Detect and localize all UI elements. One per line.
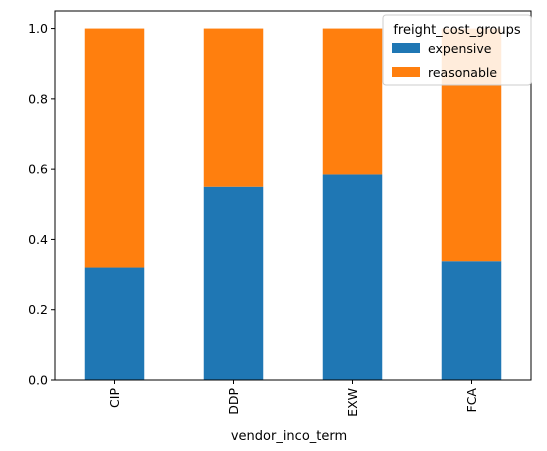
legend-label-reasonable: reasonable	[428, 65, 497, 80]
x-tick-label-DDP: DDP	[226, 388, 241, 415]
legend-swatch-reasonable	[392, 67, 420, 77]
bar-reasonable-EXW	[322, 28, 383, 175]
legend-entries: expensive reasonable	[392, 41, 497, 80]
bar-expensive-FCA	[441, 261, 502, 380]
legend: freight_cost_groups expensive reasonable	[382, 14, 532, 86]
x-axis-label: vendor_inco_term	[231, 429, 347, 444]
legend-title: freight_cost_groups	[393, 23, 521, 38]
y-tick-label: 0.8	[28, 91, 48, 106]
bars-group	[84, 28, 502, 380]
axes-group: 0.0 0.2 0.4 0.6 0.8 1.0 CIP DDP EXW FCA	[28, 10, 532, 417]
y-tick-label: 1.0	[28, 21, 48, 36]
x-tick-label-FCA: FCA	[464, 388, 479, 413]
x-tick-label-EXW: EXW	[345, 388, 360, 417]
bar-expensive-DDP	[203, 186, 264, 380]
bar-reasonable-DDP	[203, 28, 264, 187]
legend-swatch-expensive	[392, 43, 420, 53]
y-tick-label: 0.6	[28, 162, 48, 177]
axes-frame	[54, 10, 532, 381]
bar-reasonable-CIP	[84, 28, 145, 268]
bar-expensive-CIP	[84, 267, 145, 380]
bar-expensive-EXW	[322, 174, 383, 380]
y-tick-label: 0.4	[28, 232, 48, 247]
legend-label-expensive: expensive	[428, 41, 492, 56]
y-tick-label: 0.2	[28, 302, 48, 317]
x-tick-label-CIP: CIP	[107, 388, 122, 408]
y-tick-label: 0.0	[28, 373, 48, 388]
